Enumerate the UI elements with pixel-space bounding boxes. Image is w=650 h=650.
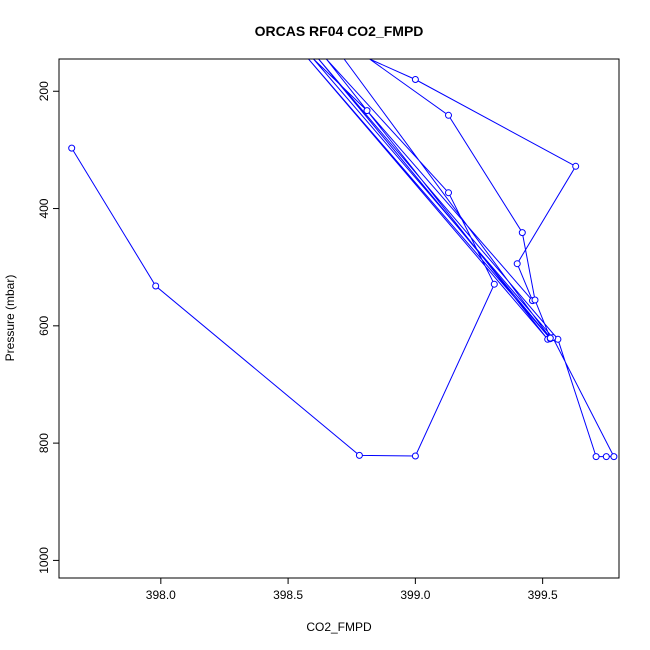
data-point bbox=[518, 229, 526, 237]
x-axis: 398.0 398.5 399.0 399.5 bbox=[146, 578, 558, 602]
series-layer bbox=[68, 59, 618, 461]
data-point bbox=[355, 451, 363, 459]
plot-frame bbox=[58, 58, 620, 579]
x-tick-label: 398.5 bbox=[273, 588, 303, 602]
data-point bbox=[602, 453, 610, 461]
x-tick-label: 399.0 bbox=[400, 588, 430, 602]
data-point bbox=[411, 76, 419, 83]
x-tick-label: 398.0 bbox=[146, 588, 176, 602]
data-point bbox=[572, 162, 580, 170]
data-point bbox=[513, 260, 521, 268]
data-point bbox=[445, 189, 452, 197]
data-point bbox=[411, 452, 419, 460]
chart-title: ORCAS RF04 CO2_FMPD bbox=[255, 23, 424, 39]
data-point bbox=[363, 107, 371, 115]
data-point bbox=[445, 111, 452, 119]
y-axis-label: Pressure (mbar) bbox=[3, 275, 17, 362]
y-tick-label: 400 bbox=[37, 198, 51, 218]
x-axis-label: CO2_FMPD bbox=[306, 620, 372, 634]
data-point bbox=[490, 280, 498, 288]
y-tick-label: 1000 bbox=[37, 547, 51, 574]
data-point bbox=[592, 453, 600, 461]
y-tick-label: 600 bbox=[37, 315, 51, 335]
y-tick-label: 200 bbox=[37, 81, 51, 101]
data-point bbox=[152, 282, 160, 290]
y-tick-label: 800 bbox=[37, 433, 51, 453]
data-point bbox=[610, 453, 618, 461]
data-point bbox=[531, 296, 539, 304]
data-point bbox=[546, 334, 554, 342]
y-axis: 200 400 600 800 1000 bbox=[37, 81, 59, 574]
data-point bbox=[68, 144, 76, 152]
series-line bbox=[71, 59, 615, 458]
x-tick-label: 399.5 bbox=[528, 588, 558, 602]
